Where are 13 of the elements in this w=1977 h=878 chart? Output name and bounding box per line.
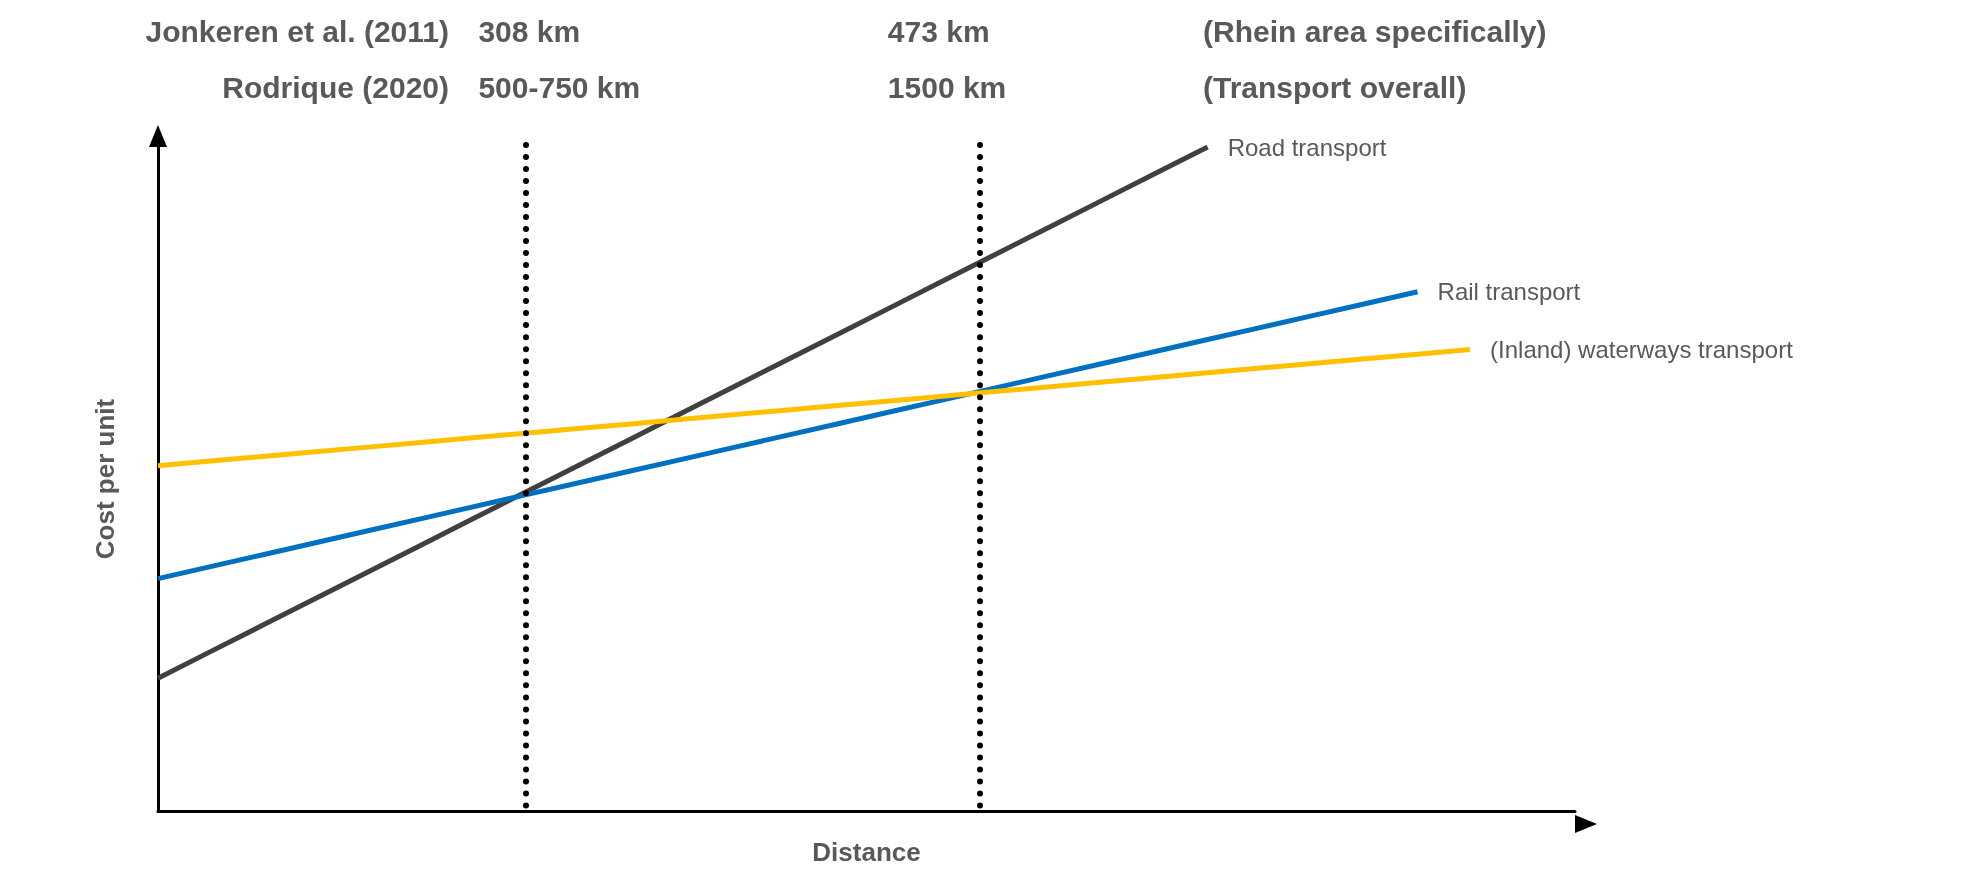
text: Jonkeren et al. (2011) bbox=[145, 14, 450, 48]
text: 1500 km bbox=[887, 70, 1007, 104]
text: 500-750 km bbox=[478, 70, 641, 104]
series-label: (Inland) waterways transport bbox=[1490, 336, 1794, 364]
text: Rodrique (2020) bbox=[222, 70, 449, 104]
text: (Rhein area specifically) bbox=[1203, 14, 1547, 48]
text: 308 km bbox=[478, 14, 581, 48]
series-label: Road transport bbox=[1227, 133, 1387, 161]
text: (Transport overall) bbox=[1203, 70, 1467, 104]
x-axis-title: Distance bbox=[812, 837, 921, 867]
y-axis-title: Cost per unit bbox=[90, 398, 120, 560]
text: 473 km bbox=[887, 14, 990, 48]
series-label: Rail transport bbox=[1437, 278, 1581, 306]
